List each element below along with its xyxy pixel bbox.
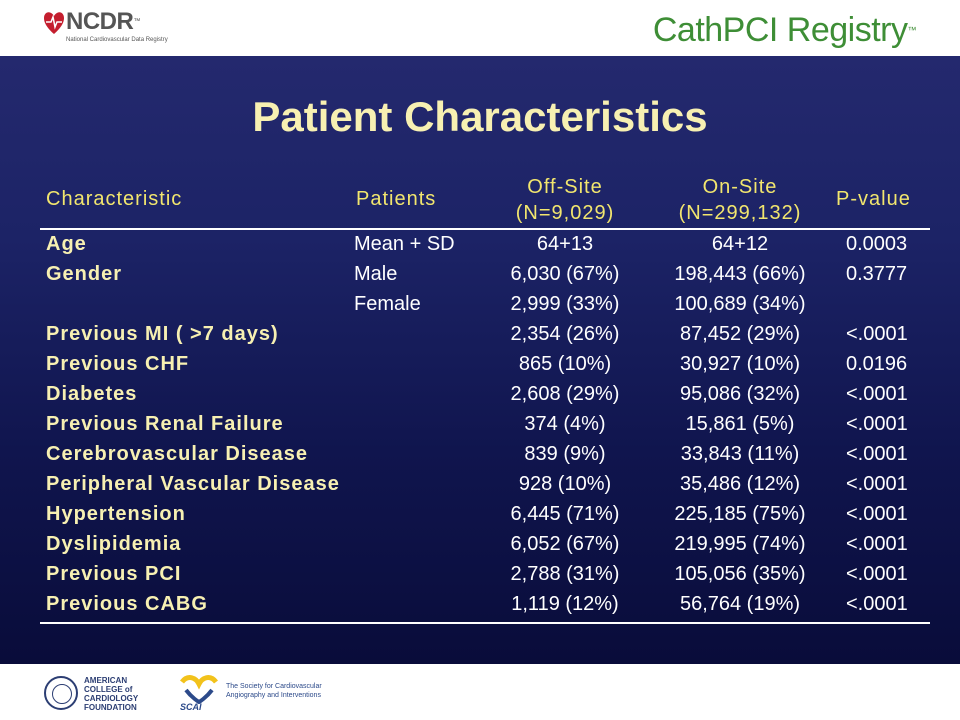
cell-offsite: 6,030 (67%) bbox=[510, 263, 620, 285]
cell-pvalue: <.0001 bbox=[846, 323, 908, 345]
cell-onsite: 100,689 (34%) bbox=[674, 293, 806, 315]
slide-footer: AMERICAN COLLEGE of CARDIOLOGY FOUNDATIO… bbox=[0, 664, 960, 720]
cell-offsite: 1,119 (12%) bbox=[511, 593, 619, 615]
cell-pvalue: <.0001 bbox=[846, 503, 908, 525]
cell-offsite: 374 (4%) bbox=[524, 413, 606, 435]
cell-offsite: 2,788 (31%) bbox=[510, 563, 620, 585]
cell-onsite: 87,452 (29%) bbox=[679, 323, 801, 345]
page-title: Patient Characteristics bbox=[252, 93, 708, 140]
scai-logo-text: The Society for Cardiovascular Angiograp… bbox=[226, 682, 322, 700]
cell-pvalue: 0.0196 bbox=[846, 353, 908, 375]
cathpci-registry-logo: CathPCI Registry™ bbox=[652, 11, 917, 49]
cell-characteristic: Dyslipidemia bbox=[46, 533, 182, 555]
cell-onsite: 225,185 (75%) bbox=[674, 503, 806, 525]
cell-offsite: 928 (10%) bbox=[518, 473, 612, 495]
cell-pvalue: 0.0003 bbox=[846, 233, 908, 255]
cell-offsite: 6,445 (71%) bbox=[510, 503, 620, 525]
column-header-offsite-line2: (N=9,029) bbox=[515, 202, 615, 224]
ncdr-logo: NCDR™ National Cardiovascular Data Regis… bbox=[44, 8, 176, 46]
cell-onsite: 219,995 (74%) bbox=[674, 533, 806, 555]
cell-onsite: 198,443 (66%) bbox=[674, 263, 806, 285]
column-header-offsite-line1: Off-Site bbox=[527, 176, 603, 198]
cell-pvalue: <.0001 bbox=[846, 383, 908, 405]
cell-offsite: 64+13 bbox=[536, 233, 594, 255]
column-header-onsite-line2: (N=299,132) bbox=[678, 202, 802, 224]
column-header-offsite: Off-Site (N=9,029) bbox=[490, 174, 640, 226]
cell-offsite: 2,999 (33%) bbox=[510, 293, 620, 315]
cell-offsite: 6,052 (67%) bbox=[510, 533, 620, 555]
table-bottom-rule bbox=[40, 622, 930, 624]
cell-offsite: 2,608 (29%) bbox=[510, 383, 620, 405]
cell-pvalue: <.0001 bbox=[846, 533, 908, 555]
cell-onsite: 15,861 (5%) bbox=[685, 413, 795, 435]
cell-characteristic: Gender bbox=[46, 263, 123, 285]
cell-onsite: 56,764 (19%) bbox=[679, 593, 801, 615]
cell-characteristic: Peripheral Vascular Disease bbox=[46, 473, 340, 495]
cell-characteristic: Hypertension bbox=[46, 503, 186, 525]
cell-characteristic: Previous CABG bbox=[46, 593, 208, 615]
cell-onsite: 35,486 (12%) bbox=[679, 473, 801, 495]
cell-offsite: 865 (10%) bbox=[518, 353, 612, 375]
acc-foundation-logo-text: AMERICAN COLLEGE of CARDIOLOGY FOUNDATIO… bbox=[84, 676, 138, 712]
cell-characteristic: Cerebrovascular Disease bbox=[46, 443, 309, 465]
cell-onsite: 105,056 (35%) bbox=[674, 563, 806, 585]
cell-characteristic: Previous Renal Failure bbox=[46, 413, 284, 435]
cell-pvalue: <.0001 bbox=[846, 593, 908, 615]
cell-patients: Mean + SD bbox=[354, 233, 455, 255]
ncdr-subtitle: National Cardiovascular Data Registry bbox=[66, 37, 168, 43]
column-header-onsite-line1: On-Site bbox=[702, 176, 778, 198]
cell-characteristic: Diabetes bbox=[46, 383, 138, 405]
cell-patients: Male bbox=[354, 263, 398, 285]
cell-pvalue: <.0001 bbox=[846, 443, 908, 465]
cell-onsite: 33,843 (11%) bbox=[680, 443, 800, 465]
cell-characteristic: Previous CHF bbox=[46, 353, 190, 375]
column-header-characteristic: Characteristic bbox=[46, 188, 183, 210]
acc-seal-icon bbox=[44, 676, 78, 710]
cell-characteristic: Previous MI ( >7 days) bbox=[46, 323, 279, 345]
cell-pvalue: <.0001 bbox=[846, 563, 908, 585]
cell-pvalue: <.0001 bbox=[846, 473, 908, 495]
acc-line: AMERICAN bbox=[84, 676, 128, 685]
cell-onsite: 30,927 (10%) bbox=[679, 353, 801, 375]
slide-body: Patient Characteristics Characteristic P… bbox=[0, 56, 960, 664]
acc-line: CARDIOLOGY bbox=[84, 694, 139, 703]
scai-heart-icon bbox=[180, 675, 218, 704]
cell-pvalue: 0.3777 bbox=[846, 263, 908, 285]
ncdr-heart-icon bbox=[44, 12, 64, 34]
acc-seal-inner bbox=[52, 684, 72, 704]
header-rule bbox=[40, 228, 930, 230]
cell-onsite: 95,086 (32%) bbox=[679, 383, 801, 405]
cell-patients: Female bbox=[354, 293, 421, 315]
slide-header: NCDR™ National Cardiovascular Data Regis… bbox=[0, 0, 960, 56]
cell-pvalue: <.0001 bbox=[846, 413, 908, 435]
cell-characteristic: Age bbox=[46, 233, 87, 255]
cell-offsite: 2,354 (26%) bbox=[510, 323, 620, 345]
cell-offsite: 839 (9%) bbox=[524, 443, 606, 465]
ncdr-name: NCDR™ bbox=[66, 8, 140, 35]
acc-line: FOUNDATION bbox=[84, 703, 137, 712]
column-header-pvalue: P-value bbox=[836, 188, 911, 210]
column-header-patients: Patients bbox=[356, 188, 437, 210]
scai-line: The Society for Cardiovascular bbox=[226, 683, 322, 690]
cell-characteristic: Previous PCI bbox=[46, 563, 182, 585]
scai-name: SCAI bbox=[180, 702, 202, 712]
acc-line: COLLEGE of bbox=[84, 685, 133, 694]
cell-onsite: 64+12 bbox=[711, 233, 769, 255]
column-header-onsite: On-Site (N=299,132) bbox=[655, 174, 825, 226]
scai-line: Angiography and Interventions bbox=[226, 692, 321, 699]
